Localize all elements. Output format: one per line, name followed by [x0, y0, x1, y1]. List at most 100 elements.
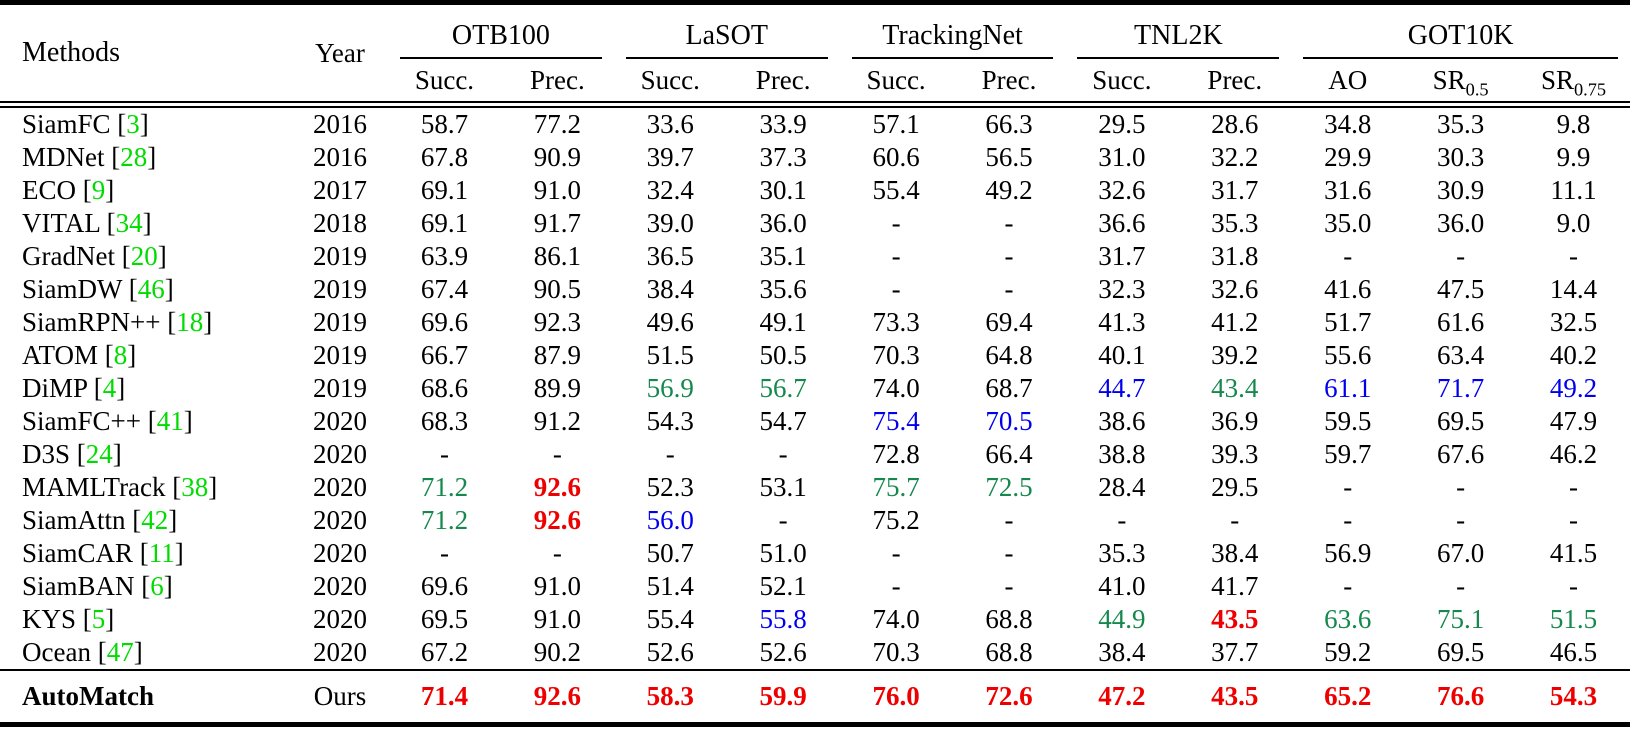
- value-cell: 69.6: [420, 571, 469, 601]
- citation-bracket-open: [: [147, 406, 157, 436]
- value-cell: 38.8: [1098, 439, 1146, 469]
- method-cell: SiamBAN [6]: [0, 570, 292, 603]
- value-cell: 35.0: [1324, 208, 1372, 238]
- table-row: ECO [9] 2017 69.1 91.0 32.4 30.1 55.4 49.2 32.6 3…: [0, 174, 1630, 207]
- value-cell: 56.9: [1324, 538, 1372, 568]
- metric-subscript: 0.75: [1573, 78, 1607, 99]
- value-cell: 29.9: [1324, 142, 1372, 172]
- value-cell: 56.9: [646, 373, 694, 403]
- citation-bracket-close: ]: [208, 472, 218, 502]
- header-row-groups: Methods Year OTB100 LaSOT TrackingNet TNL2K GO…: [0, 2, 1630, 108]
- citation-bracket-close: ]: [139, 109, 149, 139]
- value-cell: 63.4: [1436, 340, 1485, 370]
- benchmark-group-header: TNL2K: [1065, 3, 1291, 59]
- value-cell: 32.2: [1211, 142, 1259, 172]
- year-cell: 2019: [313, 307, 367, 337]
- value-cell: 36.6: [1098, 208, 1146, 238]
- method-cell: SiamDW [46]: [0, 273, 292, 306]
- value-cell: 86.1: [533, 241, 581, 271]
- method-name: D3S: [22, 439, 71, 469]
- value-cell: 89.9: [533, 373, 581, 403]
- value-cell: 38.6: [1098, 406, 1146, 436]
- value-cell: 46.5: [1549, 637, 1598, 667]
- value-cell: 66.4: [985, 439, 1033, 469]
- value-cell: 35.3: [1098, 538, 1146, 568]
- method-name: SiamFC: [22, 109, 111, 139]
- citation-number: 6: [150, 571, 164, 601]
- value-cell: 37.3: [759, 142, 807, 172]
- year-cell: 2016: [313, 142, 367, 172]
- table-row: SiamFC [3] 2016 58.7 77.2 33.6 33.9 57.1 66.3 29…: [0, 105, 1630, 142]
- value-cell: 74.0: [872, 373, 920, 403]
- method-cell: SiamFC++ [41]: [0, 405, 292, 438]
- value-cell: 41.5: [1549, 538, 1598, 568]
- value-cell: -: [552, 538, 562, 568]
- value-cell: 69.1: [420, 208, 469, 238]
- value-cell: 36.5: [646, 241, 694, 271]
- value-cell: -: [665, 439, 675, 469]
- value-cell: 39.2: [1211, 340, 1259, 370]
- value-cell: 37.7: [1211, 637, 1259, 667]
- value-cell: 69.4: [985, 307, 1033, 337]
- value-cell: 60.6: [872, 142, 920, 172]
- value-cell: 87.9: [533, 340, 581, 370]
- year-cell: 2020: [313, 439, 367, 469]
- value-cell: 35.1: [759, 241, 807, 271]
- method-cell: AutoMatch: [0, 669, 292, 725]
- citation-number: 5: [91, 604, 106, 634]
- value-cell: 68.8: [985, 604, 1033, 634]
- value-cell: 41.3: [1098, 307, 1146, 337]
- metric-label: Succ.: [414, 64, 475, 95]
- metric-label: Succ.: [866, 64, 926, 95]
- citation-number: 8: [113, 340, 128, 370]
- value-cell: 73.3: [872, 307, 920, 337]
- value-cell: 92.6: [500, 669, 614, 725]
- value-cell: 9.8: [1556, 109, 1591, 139]
- value-cell: 67.4: [420, 274, 469, 304]
- value-cell: 35.3: [1436, 109, 1485, 139]
- value-cell: -: [891, 571, 901, 601]
- table-row: AutoMatch Ours 71.4 92.6 58.3 59.9 76.0 72.6 47.…: [0, 669, 1630, 725]
- year-cell: 2019: [313, 241, 367, 271]
- metric-label: AO: [1328, 64, 1368, 95]
- citation-number: 3: [126, 109, 140, 139]
- value-cell: 91.0: [533, 604, 581, 634]
- value-cell: 70.3: [872, 340, 920, 370]
- citation-bracket-close: ]: [127, 340, 137, 370]
- method-cell: GradNet [20]: [0, 240, 292, 273]
- value-cell: 59.7: [1324, 439, 1372, 469]
- year-cell: 2020: [313, 538, 367, 568]
- value-cell: 91.2: [533, 406, 581, 436]
- col-header-methods: Methods: [0, 2, 292, 108]
- value-cell: 61.6: [1436, 307, 1485, 337]
- value-cell: 43.5: [1211, 604, 1259, 634]
- value-cell: -: [1456, 241, 1466, 271]
- value-cell: 68.8: [985, 637, 1033, 667]
- value-cell: 38.4: [646, 274, 694, 304]
- value-cell: 51.4: [646, 571, 694, 601]
- value-cell: 58.7: [420, 109, 469, 139]
- year-cell: 2016: [313, 109, 367, 139]
- citation-bracket-close: ]: [147, 142, 157, 172]
- value-cell: 44.7: [1098, 373, 1146, 403]
- benchmark-group-label: LaSOT: [625, 20, 828, 59]
- table-row: SiamCAR [11] 2020 - - 50.7 51.0 - - 35.3 38.4 56.9…: [0, 537, 1630, 570]
- value-cell: 32.4: [646, 175, 694, 205]
- method-name: SiamFC++: [22, 406, 141, 436]
- table-row: KYS [5] 2020 69.5 91.0 55.4 55.8 74.0 68.8 44.9 4…: [0, 603, 1630, 636]
- method-name: DiMP: [22, 373, 88, 403]
- benchmark-group-label: TNL2K: [1077, 20, 1280, 59]
- header-row-metrics: Succ. Prec. Succ. Prec. Succ. Prec. Succ. Prec.…: [0, 59, 1630, 108]
- benchmark-group-label: OTB100: [400, 20, 602, 59]
- citation-number: 18: [176, 307, 204, 337]
- method-name: ECO: [22, 175, 76, 205]
- value-cell: 31.7: [1211, 175, 1259, 205]
- year-cell: 2020: [313, 571, 367, 601]
- value-cell: 29.5: [1098, 109, 1146, 139]
- metric-label: Prec.: [755, 64, 811, 95]
- benchmark-group-label: GOT10K: [1303, 20, 1618, 59]
- value-cell: 54.3: [646, 406, 694, 436]
- value-cell: 67.6: [1436, 439, 1485, 469]
- value-cell: 70.5: [985, 406, 1033, 436]
- value-cell: -: [439, 538, 449, 568]
